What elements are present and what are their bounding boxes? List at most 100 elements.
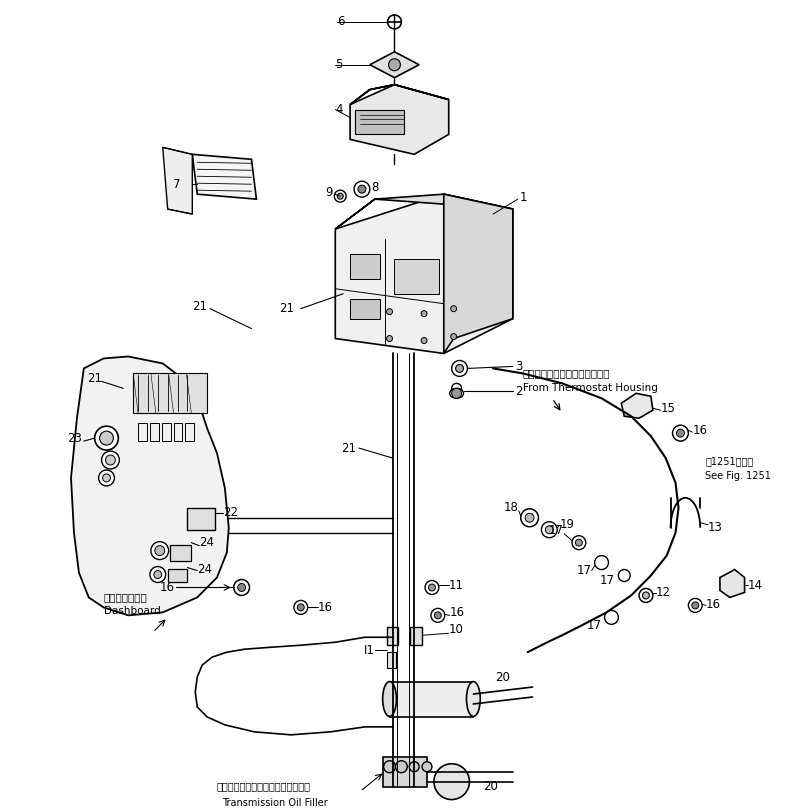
Circle shape (294, 600, 307, 614)
Text: 7: 7 (173, 178, 180, 191)
Polygon shape (71, 356, 229, 616)
Text: 16: 16 (160, 581, 174, 594)
Polygon shape (370, 52, 419, 78)
Polygon shape (444, 194, 512, 353)
Text: 16: 16 (706, 598, 721, 611)
Circle shape (233, 579, 249, 595)
Bar (355, 110, 404, 134)
Polygon shape (336, 194, 512, 229)
Text: 17: 17 (600, 574, 615, 587)
Text: 13: 13 (708, 521, 723, 534)
Text: 17: 17 (549, 524, 564, 537)
Bar (187, 507, 215, 530)
Bar (162, 423, 171, 441)
Circle shape (237, 583, 245, 591)
Circle shape (410, 762, 419, 772)
Circle shape (395, 760, 407, 772)
Polygon shape (350, 85, 449, 104)
Circle shape (422, 762, 432, 772)
Text: ダッシュボード: ダッシュボード (104, 592, 147, 603)
Text: 24: 24 (197, 563, 212, 576)
Text: 3: 3 (515, 360, 522, 373)
Text: 21: 21 (86, 372, 101, 385)
Circle shape (150, 566, 166, 583)
Bar (185, 423, 194, 441)
Text: See Fig. 1251: See Fig. 1251 (705, 471, 771, 481)
Circle shape (154, 570, 162, 579)
Bar (133, 373, 207, 413)
Text: 9: 9 (325, 186, 333, 199)
Polygon shape (163, 147, 193, 214)
Circle shape (297, 604, 304, 611)
Text: 第1251図参照: 第1251図参照 (705, 456, 753, 466)
Circle shape (98, 470, 115, 486)
Text: トランスミッションオイルフィラー: トランスミッションオイルフィラー (217, 781, 311, 792)
Text: 8: 8 (371, 181, 378, 194)
Circle shape (450, 334, 457, 339)
Circle shape (434, 764, 469, 800)
Text: From Thermostat Housing: From Thermostat Housing (523, 383, 658, 393)
Text: 24: 24 (199, 537, 215, 549)
Circle shape (642, 592, 649, 599)
Text: 4: 4 (336, 103, 343, 116)
Text: 11: 11 (449, 579, 464, 592)
Circle shape (101, 451, 119, 469)
Polygon shape (193, 154, 256, 199)
Circle shape (387, 335, 392, 342)
Text: 21: 21 (193, 301, 208, 314)
Circle shape (431, 608, 445, 622)
Circle shape (428, 584, 435, 591)
Text: 18: 18 (504, 501, 519, 515)
Circle shape (545, 526, 553, 534)
Text: 2: 2 (515, 385, 522, 398)
Circle shape (421, 338, 427, 343)
Circle shape (354, 181, 370, 197)
Polygon shape (621, 393, 653, 419)
Text: 20: 20 (495, 671, 510, 684)
Polygon shape (350, 85, 449, 154)
Circle shape (520, 509, 538, 527)
Circle shape (595, 556, 608, 570)
Text: 21: 21 (341, 442, 356, 455)
Circle shape (155, 545, 165, 556)
Polygon shape (336, 194, 512, 353)
Bar (390, 682, 473, 717)
Circle shape (358, 185, 365, 193)
Circle shape (100, 431, 113, 445)
Bar (395, 259, 439, 294)
Bar (150, 423, 159, 441)
Text: 12: 12 (656, 586, 670, 599)
Circle shape (525, 513, 534, 522)
Circle shape (105, 455, 116, 465)
Circle shape (425, 580, 439, 595)
Circle shape (452, 360, 468, 377)
Circle shape (387, 15, 402, 29)
Circle shape (673, 425, 689, 441)
Text: 17: 17 (586, 619, 601, 632)
Text: 20: 20 (483, 780, 498, 793)
Text: サーモスタットハウジングから: サーモスタットハウジングから (523, 368, 610, 378)
Bar (350, 254, 380, 279)
Circle shape (639, 588, 653, 603)
Text: 1: 1 (520, 191, 527, 204)
Circle shape (604, 610, 619, 625)
Circle shape (575, 539, 582, 546)
Circle shape (677, 429, 685, 437)
Text: 23: 23 (67, 431, 82, 444)
Circle shape (384, 760, 395, 772)
Ellipse shape (450, 389, 464, 398)
Text: 17: 17 (577, 564, 592, 577)
Circle shape (689, 599, 702, 612)
Bar (410, 627, 422, 646)
Polygon shape (720, 570, 744, 597)
Bar (174, 423, 182, 441)
Text: 16: 16 (318, 601, 332, 614)
Bar (170, 545, 191, 561)
Circle shape (151, 541, 169, 560)
Text: 21: 21 (279, 302, 294, 315)
Text: 10: 10 (449, 623, 464, 636)
Ellipse shape (383, 682, 396, 717)
Circle shape (94, 426, 119, 450)
Text: 15: 15 (661, 402, 676, 415)
Circle shape (388, 59, 400, 70)
